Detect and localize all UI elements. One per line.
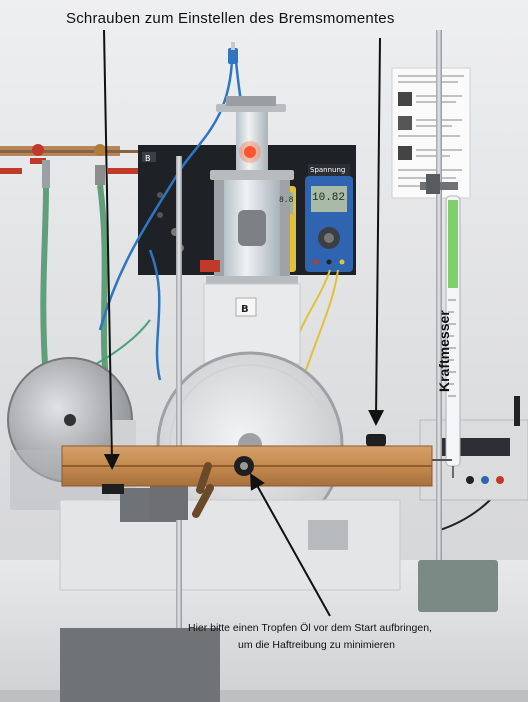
base-plate [59,499,401,591]
top-caption: Schrauben zum Einstellen des Bremsmoment… [66,10,395,27]
water-pipes [0,144,140,381]
note-caption-line2: um die Haftreibung zu minimieren [238,639,395,651]
spring-balance [418,30,498,612]
meter-left-reading: 8.8 [279,196,294,205]
vertical-caption: Kraftmesser [436,310,452,392]
wooden-brake-lever [61,434,452,518]
plate-letter: B [241,304,249,315]
meter-tag: Spannung [310,166,346,174]
retort-stand [60,156,220,702]
annotation-arrows [103,29,385,617]
note-caption-line1: Hier bitte einen Tropfen Öl vor dem Star… [188,622,432,634]
panel-letter: B [145,154,151,163]
steam-engine-cylinder: B [200,96,301,365]
arrow-left-screw [103,29,120,470]
arrow-right-screw [368,37,385,426]
meter-right-reading: 10.82 [312,192,346,204]
arrow-oil-drop [250,473,331,617]
